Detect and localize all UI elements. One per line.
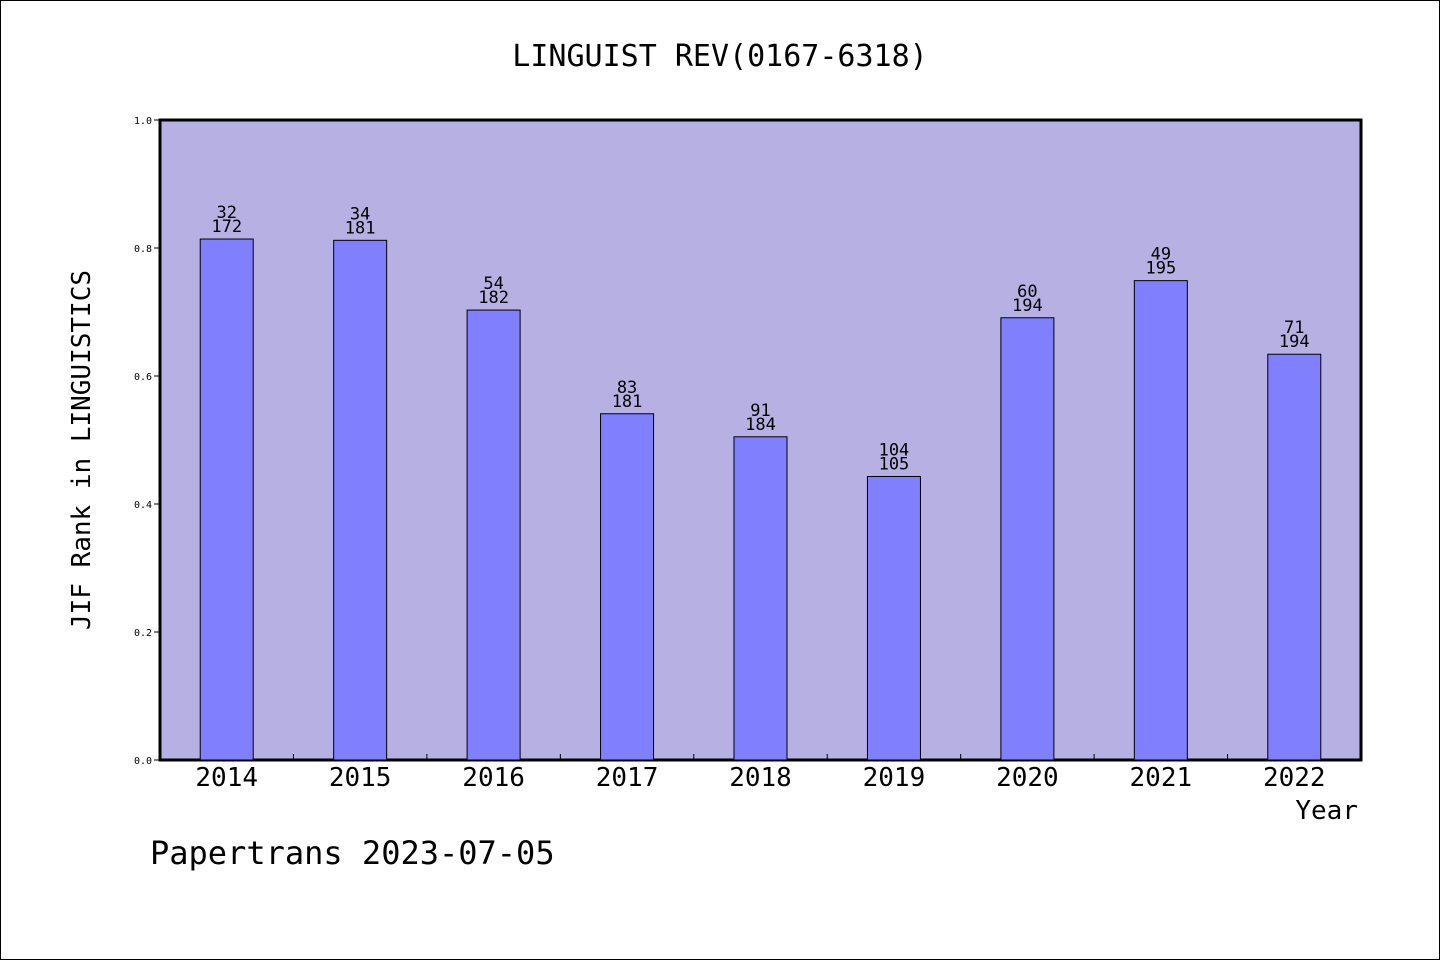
bar-total-label: 194	[1012, 296, 1043, 316]
bar-rank-label: 49	[1151, 245, 1171, 265]
footer-credit: Papertrans 2023-07-05	[150, 834, 555, 872]
x-tick-label: 2019	[863, 763, 926, 793]
bar-rank-label: 34	[350, 204, 370, 224]
bar-rank-label: 91	[750, 401, 770, 421]
y-axis-label: JIF Rank in LINGUISTICS	[67, 270, 97, 630]
y-tick-label: 0.8	[134, 244, 152, 255]
bar-rank-label: 54	[483, 274, 503, 294]
bar-total-label: 182	[478, 288, 509, 308]
bar-2018	[733, 436, 788, 761]
bar-rank-label: 71	[1284, 318, 1304, 338]
bar-total-label: 181	[345, 218, 376, 238]
bar-total-label: 105	[879, 454, 910, 474]
bar-total-label: 184	[745, 415, 776, 435]
x-tick-label: 2022	[1263, 763, 1326, 793]
bar-2017	[600, 413, 655, 761]
x-tick-label: 2017	[596, 763, 659, 793]
bar-2016	[466, 309, 521, 761]
bar-total-label: 194	[1279, 332, 1310, 352]
bar-2022	[1267, 353, 1322, 761]
y-tick-label: 0.4	[134, 500, 152, 511]
bar-2015	[333, 239, 388, 761]
bar-2014	[199, 238, 254, 761]
x-tick-label: 2020	[996, 763, 1059, 793]
y-tick-label: 1.0	[134, 116, 152, 127]
y-tick-label: 0.6	[134, 372, 152, 383]
bar-rank-label: 104	[879, 440, 910, 460]
bar-total-label: 195	[1145, 259, 1176, 279]
bar-2019	[866, 475, 921, 761]
bar-total-label: 172	[211, 217, 242, 237]
x-tick-label: 2021	[1130, 763, 1193, 793]
bar-rank-label: 60	[1017, 282, 1037, 302]
bar-rank-label: 83	[617, 378, 637, 398]
x-tick-label: 2016	[462, 763, 525, 793]
bar-rank-label: 32	[216, 203, 236, 223]
x-axis-label: Year	[1295, 796, 1358, 826]
x-tick-label: 2014	[195, 763, 258, 793]
bar-2020	[1000, 317, 1055, 761]
y-tick-label: 0.2	[134, 628, 152, 639]
x-tick-label: 2015	[329, 763, 392, 793]
chart-title: LINGUIST REV(0167-6318)	[512, 39, 927, 74]
x-tick-label: 2018	[729, 763, 792, 793]
y-tick-label: 0.0	[134, 756, 152, 767]
bar-total-label: 181	[612, 392, 643, 412]
bar-2021	[1133, 280, 1188, 761]
